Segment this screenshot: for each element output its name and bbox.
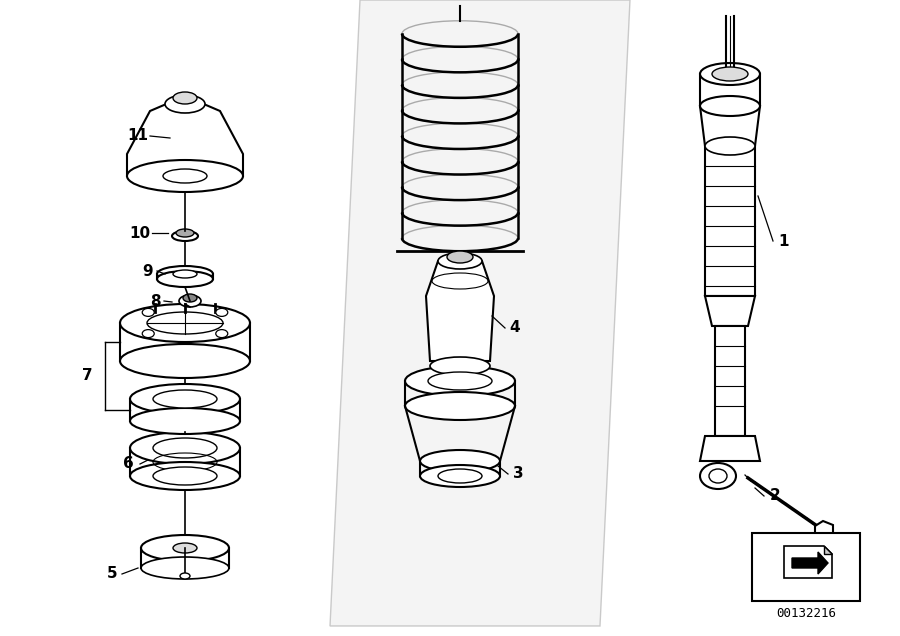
Ellipse shape bbox=[153, 467, 217, 485]
Polygon shape bbox=[330, 0, 630, 626]
Bar bbox=[752, 533, 860, 601]
Text: 1: 1 bbox=[778, 233, 789, 249]
Polygon shape bbox=[824, 546, 832, 554]
Polygon shape bbox=[127, 96, 243, 176]
Text: 3: 3 bbox=[513, 466, 523, 481]
Ellipse shape bbox=[142, 308, 154, 316]
Ellipse shape bbox=[147, 312, 223, 334]
Ellipse shape bbox=[130, 432, 240, 464]
Ellipse shape bbox=[405, 392, 515, 420]
Polygon shape bbox=[700, 436, 760, 461]
Ellipse shape bbox=[183, 294, 197, 302]
Ellipse shape bbox=[130, 408, 240, 434]
Ellipse shape bbox=[705, 137, 755, 155]
Ellipse shape bbox=[153, 438, 217, 458]
Ellipse shape bbox=[163, 169, 207, 183]
Polygon shape bbox=[815, 521, 833, 539]
Ellipse shape bbox=[179, 295, 201, 307]
Ellipse shape bbox=[405, 366, 515, 396]
Ellipse shape bbox=[153, 390, 217, 408]
Ellipse shape bbox=[165, 95, 205, 113]
Ellipse shape bbox=[176, 229, 194, 237]
Text: 8: 8 bbox=[149, 293, 160, 308]
Ellipse shape bbox=[712, 67, 748, 81]
Text: 6: 6 bbox=[122, 457, 133, 471]
Ellipse shape bbox=[157, 266, 213, 282]
Polygon shape bbox=[715, 326, 745, 436]
Ellipse shape bbox=[120, 344, 250, 378]
Ellipse shape bbox=[173, 92, 197, 104]
Text: 11: 11 bbox=[128, 128, 148, 144]
Ellipse shape bbox=[216, 308, 228, 316]
Polygon shape bbox=[784, 546, 832, 578]
Ellipse shape bbox=[700, 463, 736, 489]
Ellipse shape bbox=[420, 465, 500, 487]
Text: 00132216: 00132216 bbox=[776, 607, 836, 620]
Ellipse shape bbox=[130, 384, 240, 414]
Ellipse shape bbox=[172, 231, 198, 241]
Ellipse shape bbox=[428, 372, 492, 390]
Text: 5: 5 bbox=[107, 567, 117, 581]
Ellipse shape bbox=[430, 357, 490, 375]
Ellipse shape bbox=[127, 160, 243, 192]
Text: 9: 9 bbox=[143, 263, 153, 279]
Ellipse shape bbox=[709, 469, 727, 483]
Ellipse shape bbox=[173, 543, 197, 553]
Polygon shape bbox=[426, 261, 494, 361]
Ellipse shape bbox=[180, 573, 190, 579]
Polygon shape bbox=[705, 296, 755, 326]
Ellipse shape bbox=[438, 253, 482, 269]
Polygon shape bbox=[705, 146, 755, 296]
Polygon shape bbox=[792, 552, 828, 574]
Ellipse shape bbox=[130, 462, 240, 490]
Polygon shape bbox=[700, 106, 760, 146]
Ellipse shape bbox=[141, 557, 229, 579]
Ellipse shape bbox=[438, 469, 482, 483]
Ellipse shape bbox=[447, 251, 473, 263]
Ellipse shape bbox=[173, 270, 197, 278]
Ellipse shape bbox=[157, 271, 213, 287]
Text: 7: 7 bbox=[82, 368, 93, 384]
Ellipse shape bbox=[141, 535, 229, 561]
Ellipse shape bbox=[142, 329, 154, 338]
Ellipse shape bbox=[216, 329, 228, 338]
Ellipse shape bbox=[700, 63, 760, 85]
Ellipse shape bbox=[420, 450, 500, 472]
Text: 2: 2 bbox=[770, 488, 780, 504]
Ellipse shape bbox=[700, 96, 760, 116]
Text: 10: 10 bbox=[130, 226, 150, 240]
Text: 4: 4 bbox=[509, 321, 520, 336]
Ellipse shape bbox=[120, 304, 250, 342]
